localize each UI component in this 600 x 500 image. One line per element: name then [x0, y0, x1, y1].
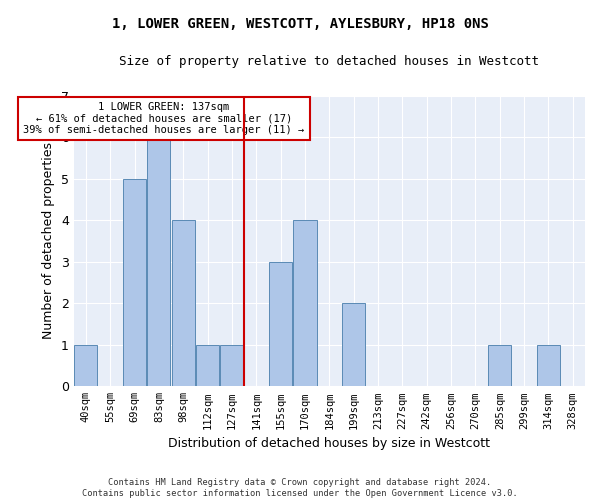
Text: 1, LOWER GREEN, WESTCOTT, AYLESBURY, HP18 0NS: 1, LOWER GREEN, WESTCOTT, AYLESBURY, HP1… [112, 18, 488, 32]
Y-axis label: Number of detached properties: Number of detached properties [42, 142, 55, 340]
Bar [269, 262, 292, 386]
Bar [537, 345, 560, 387]
Bar [293, 220, 317, 386]
Text: 1 LOWER GREEN: 137sqm
← 61% of detached houses are smaller (17)
39% of semi-deta: 1 LOWER GREEN: 137sqm ← 61% of detached … [23, 102, 304, 135]
Bar [488, 345, 511, 387]
Bar [172, 220, 195, 386]
Bar [123, 178, 146, 386]
Bar [148, 137, 170, 386]
X-axis label: Distribution of detached houses by size in Westcott: Distribution of detached houses by size … [169, 437, 490, 450]
Bar [196, 345, 219, 387]
Bar [74, 345, 97, 387]
Bar [342, 303, 365, 386]
Title: Size of property relative to detached houses in Westcott: Size of property relative to detached ho… [119, 55, 539, 68]
Text: Contains HM Land Registry data © Crown copyright and database right 2024.
Contai: Contains HM Land Registry data © Crown c… [82, 478, 518, 498]
Bar [220, 345, 244, 387]
